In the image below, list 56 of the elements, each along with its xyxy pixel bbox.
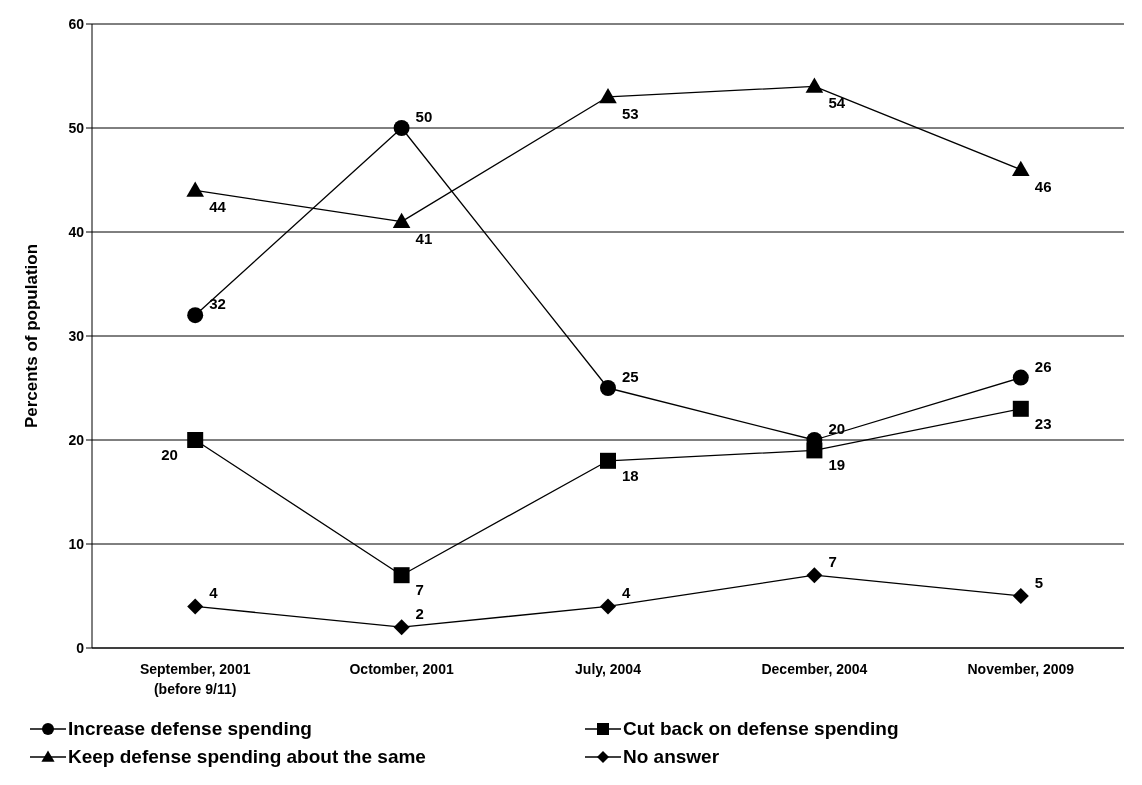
data-label: 4 [209, 584, 219, 602]
data-label: 46 [1034, 177, 1052, 195]
data-label: 25 [622, 368, 639, 385]
point [599, 88, 617, 104]
x-tick-label: September, 2001 (before 9/11) [139, 661, 251, 697]
point [392, 212, 411, 228]
point [393, 567, 410, 584]
data-label: 23 [1034, 414, 1052, 432]
legend-label: Increase defense spending [68, 718, 312, 740]
point [600, 380, 616, 396]
data-label: 44 [209, 198, 227, 216]
point [1012, 400, 1029, 417]
data-label: 20 [161, 446, 178, 463]
data-label: 20 [828, 420, 846, 437]
point [187, 432, 204, 448]
point [806, 442, 823, 459]
data-label: 54 [828, 94, 846, 112]
point [805, 77, 824, 93]
data-label: 19 [828, 456, 846, 474]
point [1012, 588, 1029, 604]
x-tick-label: November, 2009 [967, 661, 1075, 677]
data-label: 26 [1034, 357, 1052, 375]
point [187, 307, 204, 324]
y-tick-label: 30 [68, 327, 85, 344]
point [393, 120, 410, 136]
x-tick-label: July, 2004 [575, 661, 642, 677]
point [186, 181, 204, 197]
x-tick-label: December, 2004 [761, 661, 868, 677]
y-tick-label: 0 [76, 639, 85, 656]
point [600, 452, 616, 469]
legend-label: No answer [623, 746, 720, 768]
data-label: 18 [622, 466, 639, 484]
data-label: 7 [415, 581, 424, 599]
point [600, 598, 616, 615]
y-tick-label: 10 [68, 535, 85, 552]
data-label: 53 [622, 104, 639, 122]
data-label: 32 [209, 295, 226, 313]
y-tick-label: 20 [68, 431, 85, 448]
y-axis-title: Percents of population [22, 243, 42, 429]
data-label: 2 [415, 605, 424, 623]
data-label: 7 [828, 553, 837, 571]
point [1012, 369, 1029, 386]
point [393, 619, 410, 636]
legend-label: Keep defense spending about the same [68, 746, 426, 768]
x-tick-label: Octomber, 2001 [349, 661, 454, 677]
point [187, 598, 204, 615]
y-tick-label: 60 [68, 15, 85, 32]
data-label: 50 [415, 108, 433, 125]
point [806, 567, 823, 584]
point [1012, 160, 1030, 176]
data-label: 41 [415, 229, 433, 247]
data-label: 5 [1034, 574, 1044, 591]
data-label: 4 [622, 584, 631, 602]
y-tick-label: 50 [68, 119, 85, 136]
y-tick-label: 40 [68, 223, 85, 240]
legend-label: Cut back on defense spending [623, 718, 899, 740]
